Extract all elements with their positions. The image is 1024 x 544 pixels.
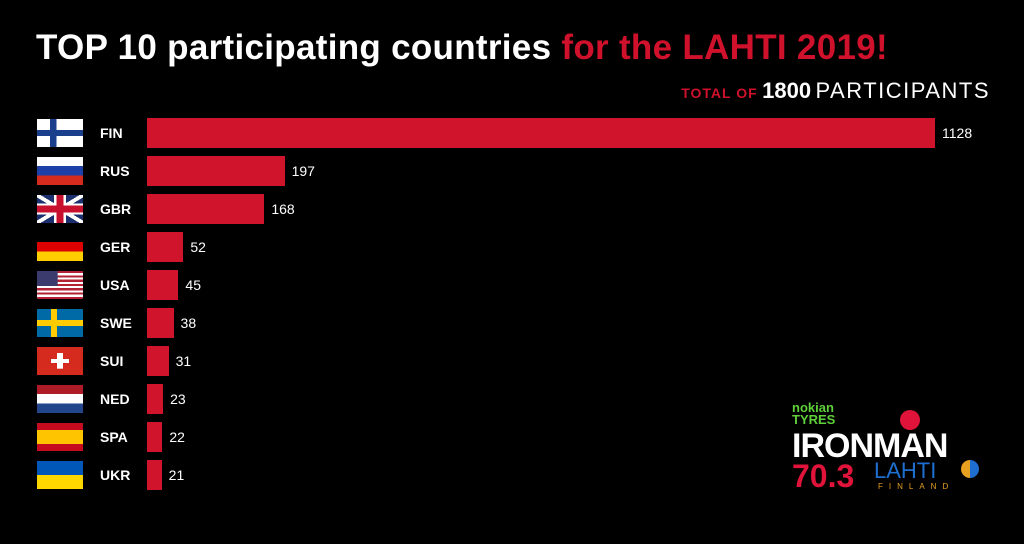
bar-swe — [147, 308, 174, 338]
bar-row-ukr: UKR 21 — [0, 459, 1024, 491]
bar-row-usa: USA 45 — [0, 269, 1024, 301]
value-label: 21 — [168, 467, 185, 483]
value-label: 168 — [271, 201, 295, 217]
category-label: NED — [100, 391, 130, 407]
bar-row-spa: SPA 22 — [0, 421, 1024, 453]
category-label: RUS — [100, 163, 130, 179]
flag-sui-icon — [37, 347, 83, 375]
bar-row-sui: SUI 31 — [0, 345, 1024, 377]
flag-spa-icon — [37, 423, 83, 451]
subtitle-prefix: TOTAL OF — [681, 85, 758, 101]
bar-row-ger: GER 52 — [0, 231, 1024, 263]
bar-ned — [147, 384, 164, 414]
flag-ukr-icon — [37, 461, 83, 489]
bar-gbr — [147, 194, 265, 224]
flag-ger-icon — [37, 233, 83, 261]
category-label: GBR — [100, 201, 132, 217]
value-label: 38 — [180, 315, 197, 331]
title-part2: for the LAHTI 2019! — [561, 28, 888, 67]
chart-title: TOP 10 participating countries for the L… — [36, 28, 888, 68]
bar-row-ned: NED 23 — [0, 383, 1024, 415]
ironman-logo: nokian TYRES IRONMAN 70.3 LAHTI FINLAND — [790, 400, 990, 495]
bar-row-rus: RUS 197 — [0, 155, 1024, 187]
bar-fin — [147, 118, 935, 148]
value-label: 22 — [169, 429, 185, 445]
participant-count: 1800 — [762, 78, 812, 103]
value-label: 31 — [175, 353, 192, 369]
bar-row-swe: SWE 38 — [0, 307, 1024, 339]
value-label: 1128 — [942, 125, 973, 141]
country-name: FINLAND — [878, 482, 955, 491]
bar-usa — [147, 270, 179, 300]
bar-rus — [147, 156, 285, 186]
ironman-wordmark: IRONMAN — [792, 427, 948, 465]
category-label: USA — [100, 277, 130, 293]
category-label: SPA — [100, 429, 128, 445]
subtitle-suffix: PARTICIPANTS — [815, 78, 990, 103]
category-label: UKR — [100, 467, 131, 483]
lahti-sun-icon — [961, 460, 979, 478]
category-label: SUI — [100, 353, 124, 369]
value-label: 23 — [170, 391, 186, 407]
chart-subtitle: TOTAL OF 1800 PARTICIPANTS — [681, 78, 990, 104]
nokian-tyres-logo: nokian TYRES — [792, 400, 836, 427]
bar-sui — [147, 346, 169, 376]
flag-usa-icon — [37, 271, 83, 299]
flag-gbr-icon — [37, 195, 83, 223]
value-label: 52 — [190, 239, 206, 255]
race-distance: 70.3 — [792, 458, 855, 494]
category-label: SWE — [100, 315, 132, 331]
flag-fin-icon — [37, 119, 83, 147]
value-label: 45 — [185, 277, 201, 293]
category-label: GER — [100, 239, 131, 255]
bar-spa — [147, 422, 163, 452]
flag-ned-icon — [37, 385, 83, 413]
city-name: LAHTI — [874, 458, 937, 483]
title-part1: TOP 10 participating countries — [36, 28, 552, 67]
bar-ukr — [147, 460, 162, 490]
value-label: 197 — [291, 163, 315, 179]
bar-ger — [147, 232, 184, 262]
ironman-dot-icon — [900, 410, 920, 430]
category-label: FIN — [100, 125, 123, 141]
bar-row-gbr: GBR 168 — [0, 193, 1024, 225]
flag-rus-icon — [37, 157, 83, 185]
flag-swe-icon — [37, 309, 83, 337]
bar-row-fin: FIN 1128 — [0, 117, 1024, 149]
